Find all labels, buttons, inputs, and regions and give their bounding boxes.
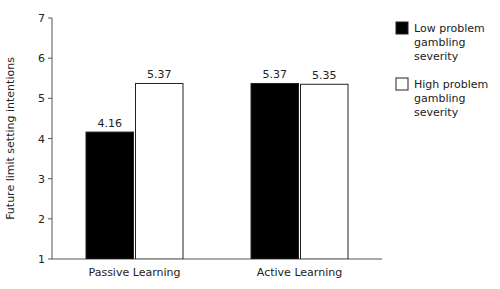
y-tick xyxy=(48,138,52,139)
legend-label-line: High problem xyxy=(414,78,488,91)
y-tick-label: 5 xyxy=(38,92,45,105)
legend-label-line: Low problem xyxy=(414,22,485,35)
y-tick xyxy=(48,178,52,179)
y-axis-label: Future limit setting intentions xyxy=(4,57,17,220)
y-tick-label: 1 xyxy=(38,253,45,266)
y-tick-label: 4 xyxy=(38,133,45,146)
legend-label-line: severity xyxy=(414,106,459,119)
y-tick xyxy=(48,58,52,59)
y-tick-label: 7 xyxy=(38,12,45,25)
x-tick-label: Active Learning xyxy=(257,266,342,279)
data-label: 5.37 xyxy=(147,68,172,81)
y-tick xyxy=(48,18,52,19)
y-axis: 1 2 3 4 5 6 7 xyxy=(38,12,52,266)
data-label: 4.16 xyxy=(98,117,123,130)
y-tick xyxy=(48,259,52,260)
y-tick-label: 3 xyxy=(38,173,45,186)
legend-label: Low problemgamblingseverity xyxy=(414,22,485,63)
data-label: 5.37 xyxy=(263,68,288,81)
bar xyxy=(301,84,349,259)
bar xyxy=(136,83,184,259)
legend-swatch xyxy=(396,22,408,34)
chart-svg: 1 2 3 4 5 6 7 Future limit setting intentions Pa… xyxy=(0,0,500,289)
x-tick-label: Passive Learning xyxy=(89,266,181,279)
legend-label-line: severity xyxy=(414,50,459,63)
y-tick xyxy=(48,218,52,219)
x-axis: Passive Learning Active Learning xyxy=(52,259,382,279)
legend-label: High problemgamblingseverity xyxy=(414,78,488,119)
data-labels: 4.16 5.37 5.37 5.35 xyxy=(98,68,337,130)
bars xyxy=(86,83,348,259)
y-tick-label: 6 xyxy=(38,52,45,65)
legend: Low problemgamblingseverityHigh problemg… xyxy=(396,22,488,119)
y-tick xyxy=(48,98,52,99)
legend-label-line: gambling xyxy=(414,36,466,49)
bar xyxy=(251,83,299,259)
y-tick-label: 2 xyxy=(38,213,45,226)
bar xyxy=(86,132,134,259)
legend-swatch xyxy=(396,78,408,90)
data-label: 5.35 xyxy=(312,69,337,82)
chart-container: 1 2 3 4 5 6 7 Future limit setting intentions Pa… xyxy=(0,0,500,289)
legend-label-line: gambling xyxy=(414,92,466,105)
